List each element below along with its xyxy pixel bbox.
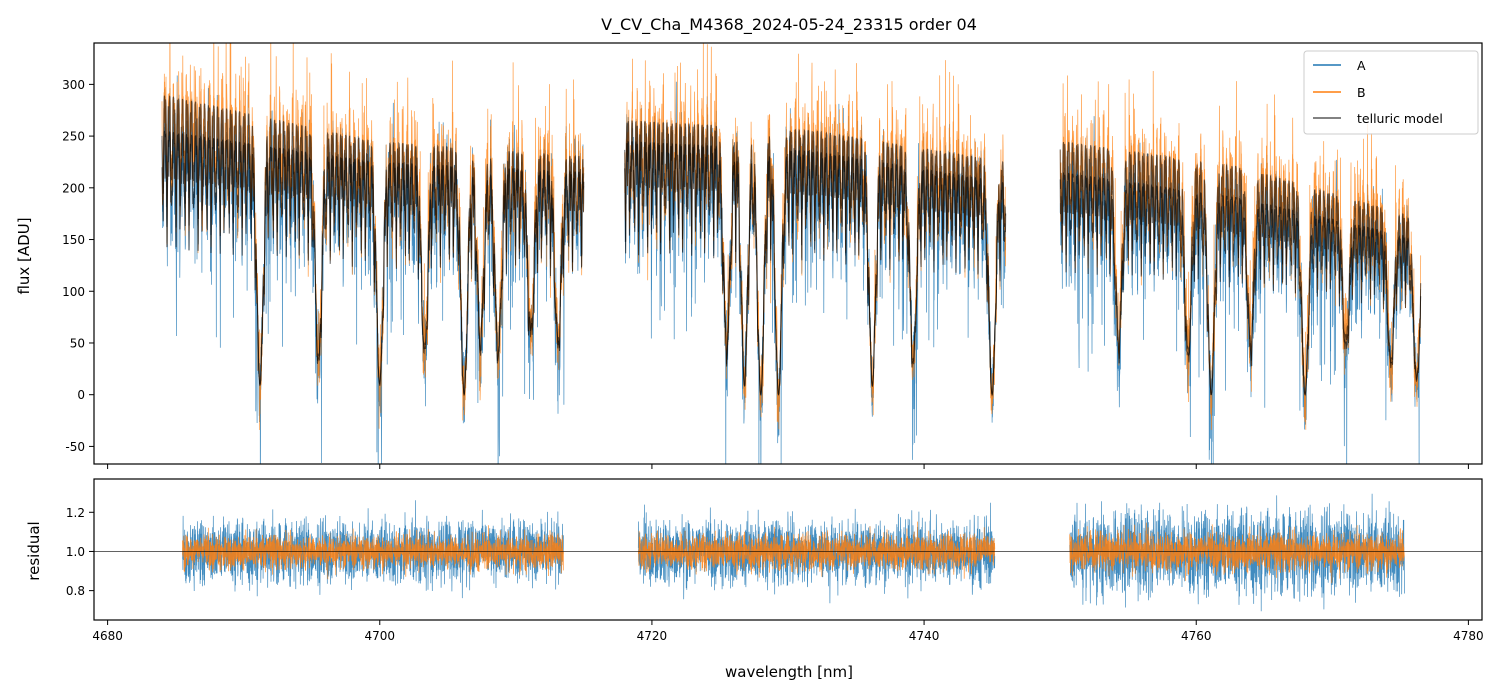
residual-ytick-label: 0.8 <box>66 584 85 598</box>
residual-y-axis: 0.8 1.0 1.2 <box>66 506 94 598</box>
residual-ytick-label: 1.0 <box>66 545 85 559</box>
telluric-model-b-segment-2 <box>624 120 1006 397</box>
xtick-label: 4780 <box>1453 629 1484 643</box>
telluric-model-b-segment-1 <box>161 95 585 397</box>
flux-ytick-label: 150 <box>62 233 85 247</box>
telluric-model-b-segment-3 <box>1059 141 1422 397</box>
residual-b-segment-2 <box>637 521 996 579</box>
flux-ytick-label: 200 <box>62 181 85 195</box>
flux-ytick-label: 250 <box>62 130 85 144</box>
flux-ytick-label: 300 <box>62 78 85 92</box>
legend-label-b: B <box>1357 85 1366 100</box>
xlabel: wavelength [nm] <box>725 663 853 681</box>
xtick-label: 4720 <box>637 629 668 643</box>
flux-ytick-label: 100 <box>62 285 85 299</box>
chart-title: V_CV_Cha_M4368_2024-05-24_23315 order 04 <box>601 15 977 35</box>
flux-plot-area <box>161 43 1422 464</box>
residual-axes-frame <box>93 478 1483 621</box>
legend-label-telluric: telluric model <box>1357 111 1443 126</box>
xtick-label: 4760 <box>1181 629 1212 643</box>
flux-axes-frame <box>93 42 1483 465</box>
legend-label-a: A <box>1357 58 1366 73</box>
flux-ytick-label: 0 <box>77 388 85 402</box>
residual-x-axis: 4680 4700 4720 4740 4760 4780 <box>92 620 1484 643</box>
residual-b-segment-1 <box>182 525 564 580</box>
flux-ytick-label: -50 <box>65 440 85 454</box>
legend: A B telluric model <box>1303 50 1479 135</box>
flux-y-axis: -50 0 50 100 150 200 250 300 <box>62 78 94 454</box>
flux-x-ticks <box>107 464 1469 469</box>
flux-ylabel: flux [ADU] <box>15 217 33 294</box>
xtick-label: 4740 <box>909 629 940 643</box>
flux-ytick-label: 50 <box>70 336 85 350</box>
xtick-label: 4700 <box>364 629 395 643</box>
xtick-label: 4680 <box>92 629 123 643</box>
residual-plot-area <box>94 493 1482 612</box>
residual-ylabel: residual <box>25 521 43 580</box>
residual-ytick-label: 1.2 <box>66 506 85 520</box>
